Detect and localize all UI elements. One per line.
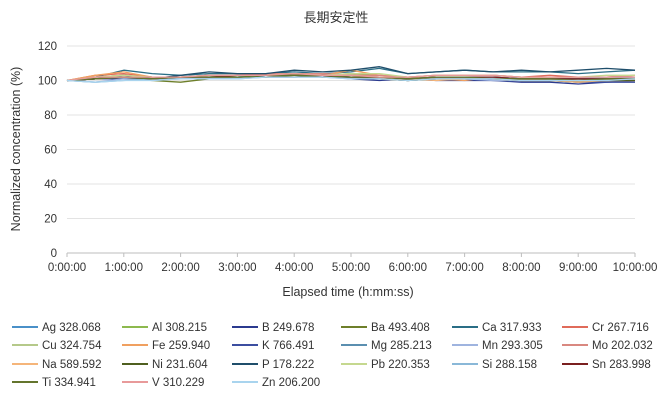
- x-axis-label: Elapsed time (h:mm:ss): [282, 285, 413, 299]
- legend-item: Cu 324.754: [12, 340, 102, 352]
- legend-item: Fe 259.940: [122, 340, 210, 352]
- x-tick-label: 1:00:00: [105, 262, 143, 274]
- x-tick-label: 5:00:00: [332, 262, 370, 274]
- y-tick-label: 120: [38, 41, 57, 53]
- plot-area: [66, 66, 636, 85]
- y-tick-label: 100: [38, 76, 57, 88]
- legend-item: K 766.491: [232, 340, 314, 352]
- chart-title: 長期安定性: [303, 11, 368, 26]
- legend-label: Ba 493.408: [371, 322, 430, 334]
- legend-item: Si 288.158: [452, 359, 537, 371]
- legend-label: Ag 328.068: [42, 322, 101, 334]
- legend-label: Al 308.215: [152, 322, 207, 334]
- x-tick-label: 10:00:00: [613, 262, 658, 274]
- series-line-18: [66, 74, 635, 82]
- legend-item: Na 589.592: [12, 359, 101, 371]
- legend-label: P 178.222: [262, 359, 314, 371]
- legend-item: Mg 285.213: [341, 340, 432, 352]
- legend-item: Mo 202.032: [562, 340, 653, 352]
- legend-label: Pb 220.353: [371, 359, 430, 371]
- legend-item: Ti 334.941: [12, 377, 96, 389]
- y-tick-label: 60: [44, 145, 57, 157]
- legend-label: Ni 231.604: [152, 359, 208, 371]
- legend-label: Na 589.592: [42, 359, 101, 371]
- legend-label: Mn 293.305: [482, 340, 543, 352]
- legend-label: Mg 285.213: [371, 340, 432, 352]
- legend-item: Ca 317.933: [452, 322, 541, 334]
- x-tick-label: 2:00:00: [161, 262, 199, 274]
- legend-label: Ca 317.933: [482, 322, 541, 334]
- legend-item: Mn 293.305: [452, 340, 543, 352]
- legend-item: Ag 328.068: [12, 322, 101, 334]
- x-tick-label: 0:00:00: [48, 262, 86, 274]
- legend-item: Pb 220.353: [341, 359, 430, 371]
- series-line-20: [66, 76, 636, 83]
- x-axis: 0:00:00 1:00:00 2:00:00 3:00:00 4:00:00 5:00:…: [48, 253, 658, 274]
- legend-item: Al 308.215: [122, 322, 207, 334]
- legend-item: Cr 267.716: [562, 322, 649, 334]
- y-axis-label: Normalized concentration (%): [9, 67, 23, 232]
- legend-label: Cr 267.716: [592, 322, 649, 334]
- series-line-13: [66, 74, 635, 82]
- legend-label: Sn 283.998: [592, 359, 651, 371]
- legend-label: Cu 324.754: [42, 340, 102, 352]
- legend-label: Zn 206.200: [262, 377, 320, 389]
- legend-label: Ti 334.941: [42, 377, 96, 389]
- x-tick-label: 3:00:00: [218, 262, 256, 274]
- legend: Ag 328.068 Al 308.215 B 249.678 Ba 493.408 C…: [12, 322, 653, 389]
- legend-item: Ba 493.408: [341, 322, 430, 334]
- legend-item: Zn 206.200: [232, 377, 320, 389]
- legend-label: B 249.678: [262, 322, 314, 334]
- legend-item: V 310.229: [122, 377, 204, 389]
- legend-label: Mo 202.032: [592, 340, 653, 352]
- series-line-10: [66, 76, 635, 83]
- x-tick-label: 9:00:00: [559, 262, 597, 274]
- x-tick-label: 7:00:00: [445, 262, 483, 274]
- series-line-9: [66, 74, 636, 82]
- y-tick-label: 20: [44, 214, 57, 226]
- legend-label: V 310.229: [152, 377, 204, 389]
- series-line-19: [66, 72, 635, 82]
- x-tick-label: 6:00:00: [389, 262, 427, 274]
- legend-item: B 249.678: [232, 322, 314, 334]
- y-axis: 0 20 40 60 80 100 120: [38, 41, 57, 260]
- legend-item: Ni 231.604: [122, 359, 208, 371]
- legend-item: P 178.222: [232, 359, 314, 371]
- series-line-17: [66, 74, 635, 82]
- x-tick-label: 4:00:00: [275, 262, 313, 274]
- y-tick-label: 0: [51, 248, 57, 260]
- legend-item: Sn 283.998: [562, 359, 651, 371]
- y-tick-label: 80: [44, 110, 57, 122]
- legend-label: K 766.491: [262, 340, 314, 352]
- legend-label: Si 288.158: [482, 359, 537, 371]
- x-tick-label: 8:00:00: [502, 262, 540, 274]
- y-tick-label: 40: [44, 179, 57, 191]
- legend-label: Fe 259.940: [152, 340, 210, 352]
